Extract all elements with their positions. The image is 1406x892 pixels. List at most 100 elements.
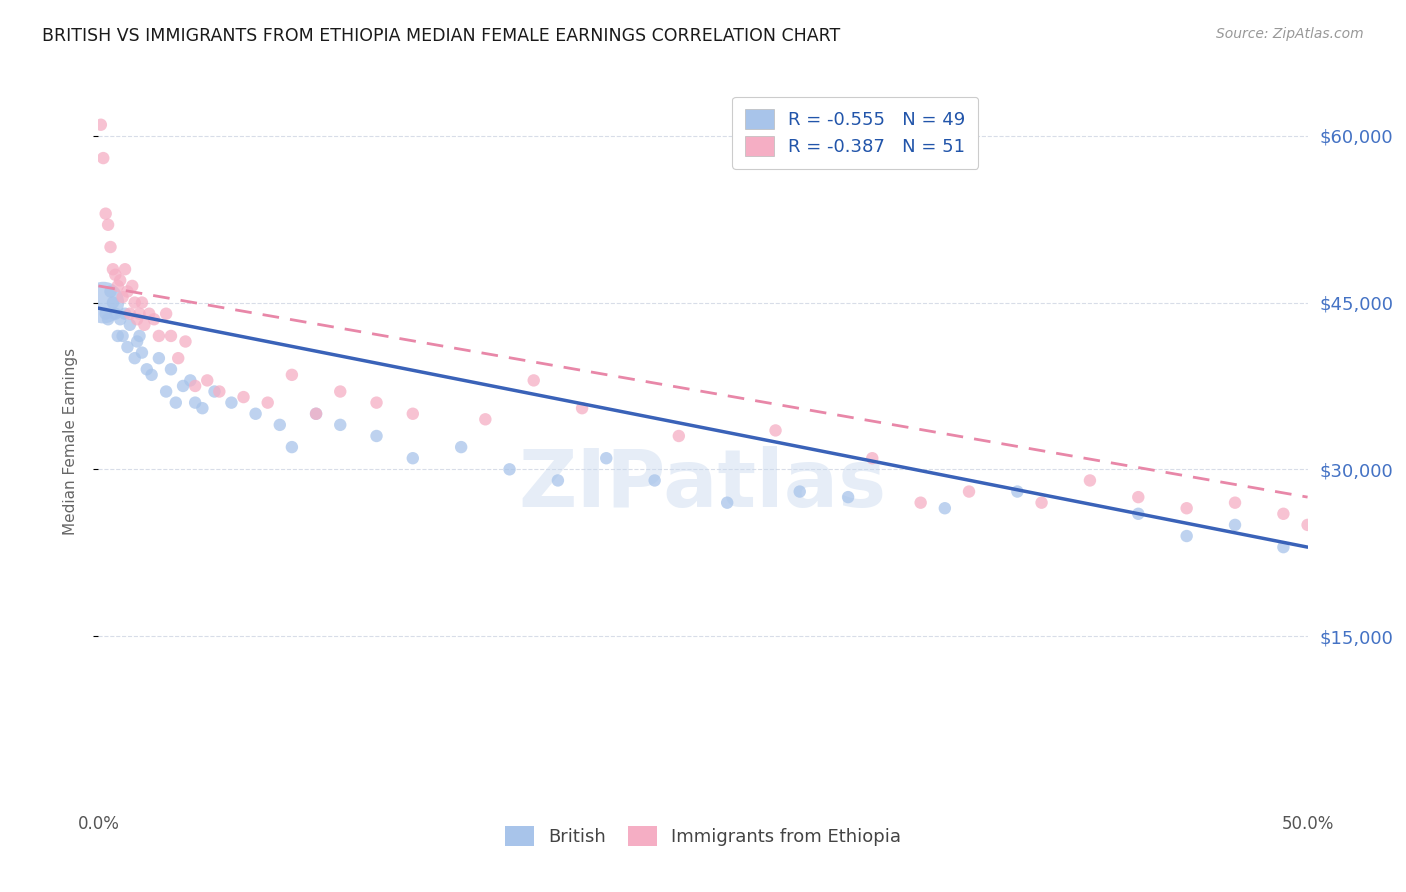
Point (1078, 474, 1101, 488)
Point (127, 334, 149, 349)
Point (195, 373, 218, 387)
Point (1175, 529, 1198, 543)
Point (1128, 507, 1150, 521)
Point (232, 390, 254, 404)
Text: ZIPatlas: ZIPatlas (519, 446, 887, 524)
Point (269, 417, 291, 432)
Point (155, 307, 177, 321)
Point (131, 345, 153, 359)
Point (668, 429, 690, 443)
Y-axis label: Median Female Earnings: Median Female Earnings (63, 348, 77, 535)
Point (101, 295, 124, 310)
Text: BRITISH VS IMMIGRANTS FROM ETHIOPIA MEDIAN FEMALE EARNINGS CORRELATION CHART: BRITISH VS IMMIGRANTS FROM ETHIOPIA MEDI… (42, 27, 841, 45)
Point (1272, 507, 1295, 521)
Point (204, 384, 226, 399)
Point (571, 401, 593, 416)
Point (256, 395, 278, 409)
Point (108, 273, 131, 287)
Point (366, 395, 388, 409)
Point (595, 451, 617, 466)
Point (934, 501, 956, 516)
Point (111, 290, 134, 304)
Point (305, 407, 328, 421)
Point (94, 207, 117, 221)
Point (128, 329, 150, 343)
Point (155, 384, 177, 399)
Point (329, 417, 352, 432)
Point (474, 412, 496, 426)
Point (91, 151, 114, 165)
Point (135, 362, 157, 376)
Point (765, 424, 787, 438)
Point (160, 362, 183, 376)
Point (1031, 496, 1053, 510)
Point (160, 329, 183, 343)
Point (910, 496, 932, 510)
Point (860, 451, 883, 466)
Point (118, 318, 141, 332)
Point (124, 351, 146, 366)
Point (1128, 490, 1150, 504)
Point (957, 484, 980, 499)
Point (148, 329, 170, 343)
Point (547, 474, 569, 488)
Point (245, 407, 267, 421)
Point (179, 373, 201, 387)
Point (90, 118, 112, 132)
Point (107, 279, 129, 293)
Point (107, 329, 129, 343)
Point (1007, 484, 1029, 499)
Point (100, 240, 122, 254)
Point (1272, 540, 1295, 554)
Point (402, 451, 425, 466)
Point (172, 379, 194, 393)
Point (97, 218, 120, 232)
Point (117, 340, 139, 354)
Point (174, 334, 197, 349)
Point (124, 295, 146, 310)
Point (121, 279, 143, 293)
Point (127, 312, 149, 326)
Point (523, 373, 546, 387)
Point (191, 401, 214, 416)
Point (281, 368, 304, 382)
Point (131, 295, 153, 310)
Point (148, 351, 170, 366)
Point (111, 329, 134, 343)
Point (184, 379, 207, 393)
Text: Source: ZipAtlas.com: Source: ZipAtlas.com (1216, 27, 1364, 41)
Point (837, 490, 859, 504)
Point (305, 407, 328, 421)
Point (1296, 517, 1319, 532)
Point (97, 312, 120, 326)
Point (716, 496, 738, 510)
Point (134, 318, 156, 332)
Point (101, 262, 124, 277)
Legend: British, Immigrants from Ethiopia: British, Immigrants from Ethiopia (496, 817, 910, 855)
Point (94, 307, 117, 321)
Point (221, 395, 243, 409)
Point (104, 268, 127, 282)
Point (208, 384, 231, 399)
Point (329, 384, 352, 399)
Point (184, 395, 207, 409)
Point (117, 285, 139, 299)
Point (1175, 501, 1198, 516)
Point (138, 307, 160, 321)
Point (114, 262, 136, 277)
Point (1223, 517, 1246, 532)
Point (108, 312, 131, 326)
Point (281, 440, 304, 454)
Point (450, 440, 472, 454)
Point (141, 368, 163, 382)
Point (128, 307, 150, 321)
Point (114, 307, 136, 321)
Point (167, 351, 190, 366)
Point (644, 474, 666, 488)
Point (1223, 496, 1246, 510)
Point (789, 484, 811, 499)
Point (402, 407, 425, 421)
Point (143, 312, 166, 326)
Point (498, 462, 520, 476)
Point (118, 307, 141, 321)
